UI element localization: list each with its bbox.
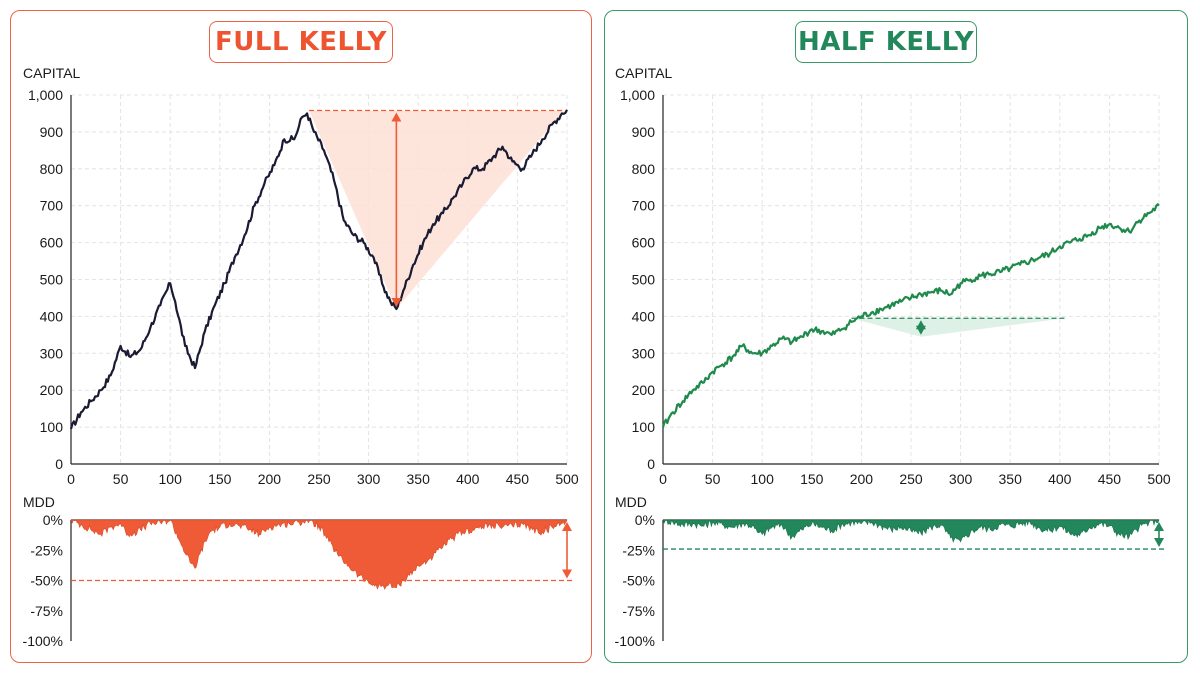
mdd-y-tick-label: -75% <box>622 603 655 619</box>
capital-x-tick-label: 450 <box>1098 471 1122 487</box>
capital-y-tick-label: 800 <box>40 161 64 177</box>
capital-y-tick-label: 100 <box>40 419 64 435</box>
capital-x-tick-label: 0 <box>67 471 75 487</box>
capital-x-tick-label: 350 <box>999 471 1023 487</box>
capital-x-tick-label: 450 <box>506 471 530 487</box>
capital-y-tick-label: 500 <box>632 272 656 288</box>
mdd-arrow-head-top <box>1154 522 1164 531</box>
mdd-axis-title: MDD <box>23 494 55 510</box>
capital-y-tick-label: 900 <box>40 124 64 140</box>
capital-y-tick-label: 400 <box>632 308 656 324</box>
capital-x-tick-label: 200 <box>850 471 874 487</box>
mdd-y-tick-label: 0% <box>635 512 655 528</box>
capital-x-tick-label: 300 <box>357 471 381 487</box>
half-kelly-title: HALF KELLY <box>795 21 977 63</box>
capital-x-tick-label: 200 <box>258 471 282 487</box>
drawdown-shaded-area <box>851 318 1065 337</box>
capital-y-tick-label: 600 <box>40 235 64 251</box>
capital-x-tick-label: 400 <box>456 471 480 487</box>
capital-x-tick-label: 100 <box>159 471 183 487</box>
capital-series-line <box>69 109 568 430</box>
drawdown-arrow-head-bottom <box>391 298 402 308</box>
capital-axis-title: CAPITAL <box>615 65 673 81</box>
capital-x-tick-label: 50 <box>705 471 721 487</box>
half-kelly-panel: HALF KELLY CAPITAL 0 100 200 300 400 500 600 700… <box>604 10 1188 663</box>
drawdown-arrow-head-top <box>391 112 402 122</box>
mdd-area <box>70 519 568 590</box>
mdd-y-tick-label: -25% <box>622 542 655 558</box>
capital-x-tick-label: 0 <box>659 471 667 487</box>
capital-y-tick-label: 300 <box>632 345 656 361</box>
capital-y-tick-label: 0 <box>55 456 63 472</box>
capital-y-tick-label: 100 <box>632 419 656 435</box>
mdd-arrow-head-top <box>562 522 572 531</box>
mdd-y-tick-label: 0% <box>43 512 63 528</box>
capital-y-tick-label: 300 <box>40 345 64 361</box>
mdd-y-tick-label: -50% <box>622 573 655 589</box>
capital-x-tick-label: 250 <box>899 471 923 487</box>
mdd-arrow-head-bottom <box>562 569 572 579</box>
full-kelly-chart: CAPITAL01002003004005006007008009001,000… <box>23 65 579 649</box>
capital-x-tick-label: 500 <box>555 471 579 487</box>
full-kelly-panel: FULL KELLY CAPITAL 0 100 200 300 400 500 600 700… <box>10 10 592 663</box>
capital-y-tick-label: 1,000 <box>28 87 63 103</box>
capital-y-tick-label: 400 <box>40 308 64 324</box>
capital-y-tick-label: 800 <box>632 161 656 177</box>
mdd-y-tick-label: -25% <box>30 542 63 558</box>
capital-y-tick-label: 700 <box>40 198 64 214</box>
capital-x-tick-label: 250 <box>307 471 331 487</box>
capital-y-tick-label: 200 <box>40 382 64 398</box>
capital-y-tick-label: 1,000 <box>620 87 655 103</box>
capital-y-tick-label: 200 <box>632 382 656 398</box>
mdd-axis-title: MDD <box>615 494 647 510</box>
capital-x-tick-label: 150 <box>208 471 232 487</box>
capital-x-tick-label: 50 <box>113 471 129 487</box>
capital-x-tick-label: 300 <box>949 471 973 487</box>
half-kelly-chart: CAPITAL01002003004005006007008009001,000… <box>615 65 1171 649</box>
capital-x-tick-label: 100 <box>751 471 775 487</box>
drawdown-shaded-area <box>309 110 565 310</box>
capital-y-tick-label: 900 <box>632 124 656 140</box>
capital-x-tick-label: 150 <box>800 471 824 487</box>
capital-series-line <box>661 203 1160 428</box>
capital-y-tick-label: 0 <box>647 456 655 472</box>
capital-y-tick-label: 600 <box>632 235 656 251</box>
mdd-arrow-head-bottom <box>1154 538 1164 548</box>
capital-y-tick-label: 500 <box>40 272 64 288</box>
capital-grid <box>662 94 1160 465</box>
capital-x-tick-label: 350 <box>407 471 431 487</box>
capital-axis-title: CAPITAL <box>23 65 81 81</box>
mdd-y-tick-label: -50% <box>30 573 63 589</box>
drawdown-arrow-head-bottom <box>915 325 926 335</box>
capital-x-tick-label: 500 <box>1147 471 1171 487</box>
mdd-y-tick-label: -100% <box>23 633 63 649</box>
mdd-y-tick-label: -100% <box>615 633 655 649</box>
mdd-y-tick-label: -75% <box>30 603 63 619</box>
mdd-area <box>662 519 1160 543</box>
full-kelly-title: FULL KELLY <box>209 21 393 63</box>
capital-x-tick-label: 400 <box>1048 471 1072 487</box>
capital-y-tick-label: 700 <box>632 198 656 214</box>
